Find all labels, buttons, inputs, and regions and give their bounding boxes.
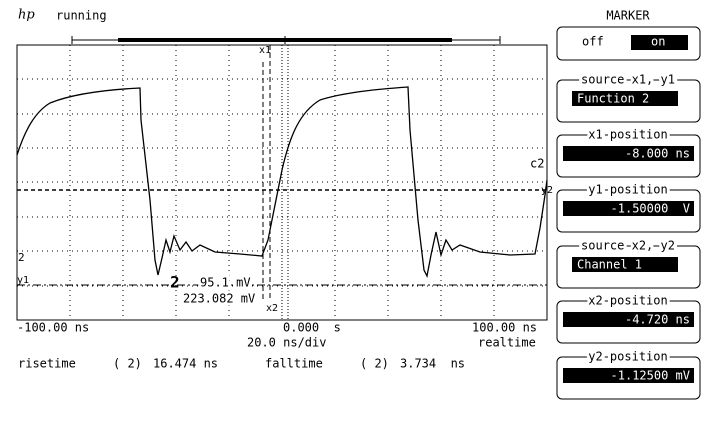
ground-marker: 2 <box>18 251 25 264</box>
toggle-on[interactable]: on <box>651 35 665 49</box>
readout-channel: 2 <box>170 273 180 292</box>
marker-y2: y2 <box>541 185 553 196</box>
marker-x2: x2 <box>266 303 278 314</box>
readout-delta: 95.1 mV <box>200 276 251 290</box>
menu-fields: source x1, y1 Function 2 x1 position -8.000… <box>556 70 701 400</box>
field-value: Function 2 <box>577 92 649 106</box>
field-value: -1.12500 mV <box>611 369 690 383</box>
toggle-on-highlight <box>631 35 688 50</box>
field-label: source x1, y1 <box>581 73 675 87</box>
logo: hp <box>18 8 35 23</box>
cursors <box>17 45 547 300</box>
field-value: -8.000 ns <box>625 147 690 161</box>
field-value: -4.720 ns <box>625 313 690 327</box>
toggle-box[interactable] <box>556 26 701 61</box>
marker-y1: y1 <box>17 275 29 286</box>
field-box[interactable] <box>556 189 701 233</box>
field-label: x2 position <box>588 294 667 308</box>
field-box[interactable] <box>556 300 701 344</box>
marker-c2: c2 <box>530 157 544 171</box>
mode: realtime <box>478 336 536 350</box>
x-right: 100.00 ns <box>472 321 537 335</box>
measurement-value: 16.474 ns <box>153 357 218 371</box>
measurement-label: falltime <box>265 357 323 371</box>
measurement-label: risetime <box>18 357 76 371</box>
waveform <box>16 86 548 279</box>
time-bar <box>71 36 501 44</box>
field-box[interactable] <box>556 356 701 400</box>
x-left: -100.00 ns <box>17 321 89 335</box>
field-box[interactable] <box>556 134 701 178</box>
x-center: 0.000 s <box>283 321 341 335</box>
field-label: y1 position <box>588 183 667 197</box>
field-value: Channel 1 <box>577 258 642 272</box>
field-label: y2 position <box>588 350 667 364</box>
timebase: 20.0 ns/div <box>247 336 326 350</box>
field-value: -1.50000 V <box>611 202 690 216</box>
field-value-box <box>572 91 678 106</box>
measurement-value: 3.734 ns <box>400 357 465 371</box>
marker-x1: x1 <box>259 45 271 56</box>
readout-level: 223.082 mV <box>183 292 255 306</box>
field-box[interactable] <box>556 245 701 289</box>
field-label: source x2, y2 <box>581 239 675 253</box>
toggle-off[interactable]: off <box>582 35 604 49</box>
measurement-channel: ( 2) <box>360 357 389 371</box>
status: running <box>56 9 107 23</box>
measurement-channel: ( 2) <box>113 357 142 371</box>
field-value-box <box>563 312 694 327</box>
field-value-box <box>563 368 694 383</box>
field-value-box <box>563 201 694 216</box>
menu-title: MARKER <box>606 9 650 23</box>
field-value-box <box>572 257 678 272</box>
field-label: x1 position <box>588 128 667 142</box>
field-value-box <box>563 146 694 161</box>
graticule <box>16 44 548 321</box>
field-box[interactable] <box>556 79 701 123</box>
